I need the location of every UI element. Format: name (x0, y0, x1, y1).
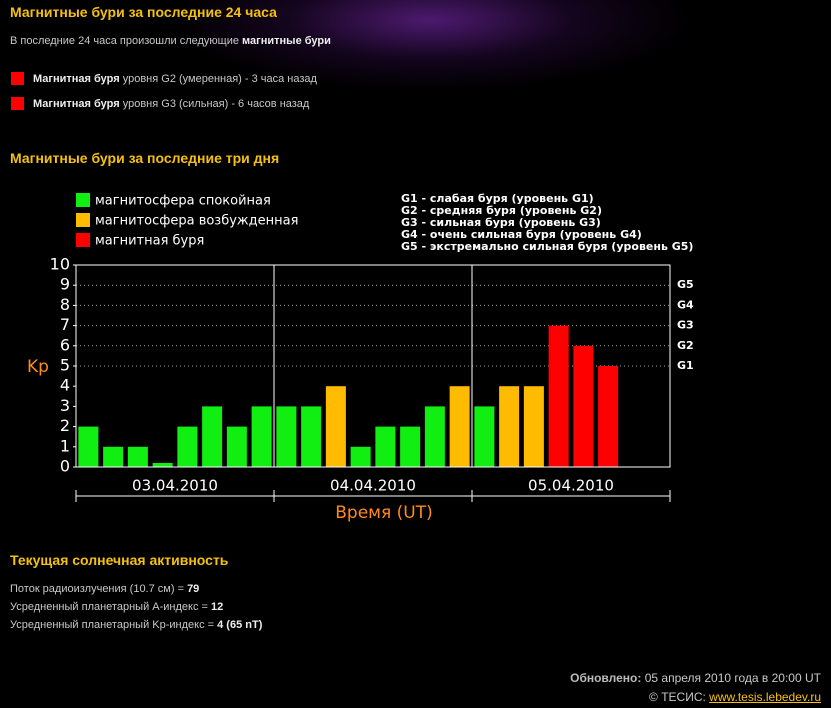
storm-bold: Магнитная буря (33, 73, 120, 85)
updated-text: 05 апреля 2010 года в 20:00 UT (644, 671, 821, 685)
activity-row: Усредненный планетарный Kp-индекс = 4 (6… (10, 619, 262, 631)
date-label: 05.04.2010 (528, 477, 614, 495)
y-tick-label: 4 (60, 376, 70, 395)
bar (251, 406, 272, 467)
updated-label: Обновлено: (570, 671, 642, 685)
activity-value: 12 (211, 601, 224, 613)
date-label: 04.04.2010 (330, 477, 416, 495)
g-legend-line: G1 - слабая буря (уровень G1) (401, 192, 594, 205)
bar (78, 426, 99, 467)
bar (127, 446, 148, 467)
chart: магнитосфера спокойная магнитосфера возбу… (27, 192, 694, 523)
activity-row: Усредненный планетарный А-индекс = 12 (10, 601, 223, 613)
g-legend-line: G4 - очень сильная буря (уровень G4) (401, 228, 642, 241)
g-legend-line: G2 - средняя буря (уровень G2) (401, 204, 602, 217)
y2-tick-label: G1 (677, 359, 694, 372)
date-label: 03.04.2010 (132, 477, 218, 495)
bar (276, 406, 297, 467)
bar (103, 446, 124, 467)
y2-tick-label: G3 (677, 319, 694, 332)
intro-text: В последние 24 часа произошли следующие (10, 35, 239, 47)
storm-icon (11, 97, 24, 110)
bar (523, 386, 544, 467)
bar (301, 406, 322, 467)
y-tick-label: 5 (60, 356, 70, 375)
g-legend-line: G3 - сильная буря (уровень G3) (401, 216, 601, 229)
activity-label: Усредненный планетарный А-индекс = (10, 601, 208, 613)
copyright: © ТЕСИС: www.tesis.lebedev.ru (649, 690, 821, 704)
y-tick-label: 9 (60, 275, 70, 294)
activity-label: Поток радиоизлучения (10.7 см) = (10, 583, 184, 595)
updated: Обновлено: 05 апреля 2010 года в 20:00 U… (570, 671, 821, 685)
y2-tick-label: G2 (677, 339, 694, 352)
bar (177, 426, 198, 467)
heading: Текущая солнечная активность (10, 552, 229, 568)
y-tick-label: 2 (60, 416, 70, 435)
intro-bold: магнитные бури (242, 35, 331, 47)
y-tick-label: 1 (60, 436, 70, 455)
bar (548, 325, 569, 467)
activity-value: 4 (65 nT) (217, 619, 263, 631)
bar (400, 426, 421, 467)
bar (598, 366, 619, 467)
heading: Магнитные бури за последние 24 часа (10, 4, 277, 20)
activity-row: Поток радиоизлучения (10.7 см) = 79 (10, 583, 199, 595)
plot-frame (75, 264, 671, 468)
g-legend-line: G5 - экстремально сильная буря (уровень … (401, 240, 693, 253)
y2-tick-label: G5 (677, 278, 694, 291)
y-tick-label: 6 (60, 335, 70, 354)
y-tick-label: 3 (60, 396, 70, 415)
activity-value: 79 (187, 583, 200, 595)
heading: Магнитные бури за последние три дня (10, 150, 280, 166)
legend-label: магнитосфера спокойная (95, 194, 271, 209)
storm-text: уровня G3 (сильная) - 6 часов назад (122, 98, 310, 110)
bar (350, 446, 371, 467)
background-glow (0, 0, 831, 140)
storm-bold: Магнитная буря (33, 98, 120, 110)
y-axis-label: Kp (27, 357, 49, 377)
legend-swatch (76, 213, 90, 227)
bar (573, 345, 594, 467)
storm-text: уровня G2 (умеренная) - 3 часа назад (122, 73, 317, 85)
bar (325, 386, 346, 467)
bar (424, 406, 445, 467)
legend-swatch (76, 193, 90, 207)
copyright-text: © ТЕСИС: (649, 690, 706, 704)
bar (449, 386, 470, 467)
storm-item: Магнитная буря уровня G2 (умеренная) - 3… (33, 73, 317, 85)
storm-icon (11, 72, 24, 85)
activity-label: Усредненный планетарный Kp-индекс = (10, 619, 215, 631)
storm-item: Магнитная буря уровня G3 (сильная) - 6 ч… (33, 98, 309, 110)
legend-label: магнитосфера возбужденная (95, 214, 298, 229)
bar (226, 426, 247, 467)
y2-tick-label: G4 (677, 298, 694, 311)
bar (152, 462, 173, 467)
x-axis-label: Время (UT) (335, 503, 432, 523)
intro: В последние 24 часа произошли следующие … (10, 35, 331, 47)
legend-label: магнитная буря (95, 234, 204, 249)
y-tick-label: 0 (60, 457, 70, 476)
y-tick-label: 10 (50, 255, 70, 274)
legend-swatch (76, 233, 90, 247)
bar (474, 406, 495, 467)
bar (499, 386, 520, 467)
y-tick-label: 7 (60, 315, 70, 334)
y-tick-label: 8 (60, 295, 70, 314)
bar (202, 406, 223, 467)
bar (375, 426, 396, 467)
site-link[interactable]: www.tesis.lebedev.ru (709, 690, 821, 704)
